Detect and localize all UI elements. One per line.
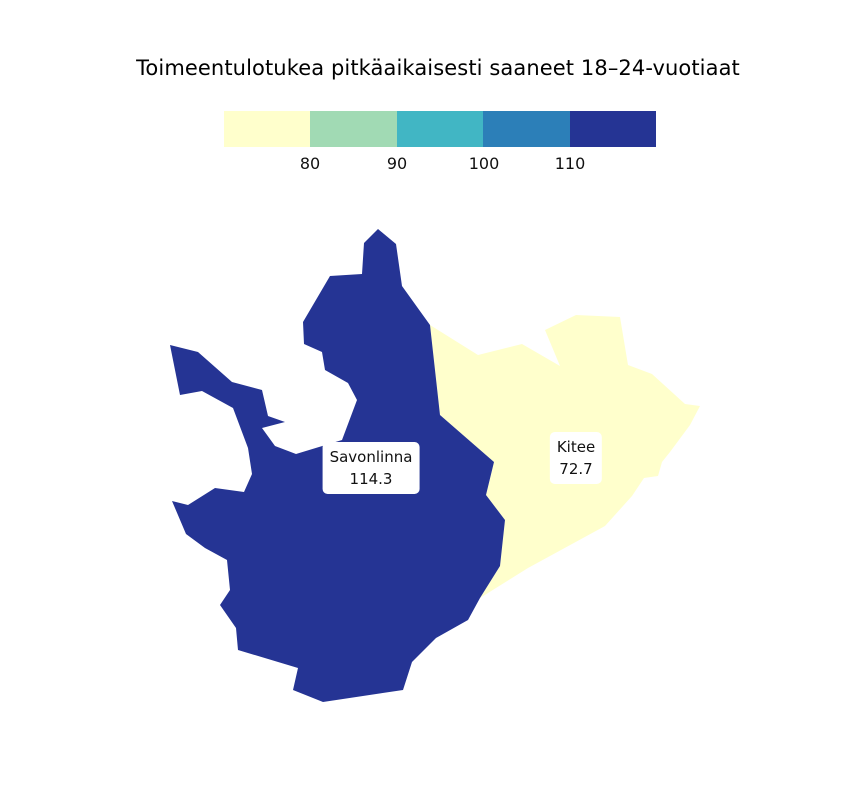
legend-swatch-5 — [569, 111, 657, 147]
label-savonlinna: Savonlinna 114.3 — [322, 442, 420, 494]
legend-ticks: 80 90 100 110 — [224, 154, 656, 174]
legend-tick-100: 100 — [468, 154, 500, 173]
label-kitee-value: 72.7 — [559, 460, 593, 478]
label-kitee: Kitee 72.7 — [549, 432, 603, 484]
legend-tick-90: 90 — [386, 154, 408, 173]
legend-swatch-1 — [224, 111, 311, 147]
label-savonlinna-name: Savonlinna — [329, 448, 413, 466]
map-title: Toimeentulotukea pitkäaikaisesti saaneet… — [136, 56, 740, 80]
legend-tick-80: 80 — [299, 154, 321, 173]
legend-color-scale — [224, 111, 657, 147]
legend-tick-110: 110 — [554, 154, 586, 173]
legend-swatch-3 — [396, 111, 484, 147]
legend-swatch-4 — [483, 111, 570, 147]
legend-swatch-2 — [310, 111, 397, 147]
label-savonlinna-value: 114.3 — [349, 470, 393, 488]
label-kitee-name: Kitee — [556, 438, 596, 456]
